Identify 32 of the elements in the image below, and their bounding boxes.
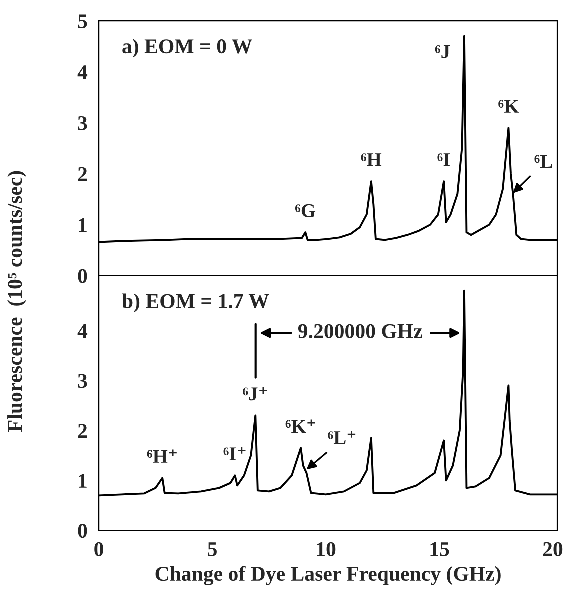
y-tick-label: 0 — [78, 524, 88, 538]
x-tick-label: 5 — [208, 542, 217, 556]
annotation: ⁶K — [498, 100, 520, 113]
y-tick-label: 2 — [78, 167, 88, 182]
annotation: ⁶G — [295, 204, 316, 218]
y-axis-title: Fluorescence (10⁵ counts/sec) — [8, 171, 26, 432]
annotation: ⁶K⁺ — [286, 420, 316, 433]
y-tick-label: 4 — [78, 66, 88, 80]
annotation: ⁶L — [534, 155, 552, 168]
y-tick-label: 3 — [78, 116, 88, 130]
x-tick-label: 10 — [317, 542, 336, 556]
annotation: a) EOM = 0 W — [122, 38, 252, 58]
x-tick-label: 0 — [94, 542, 104, 556]
annotation: ⁶I — [438, 154, 450, 166]
y-tick-label: 4 — [78, 324, 88, 338]
annotation: ⁶H — [361, 154, 382, 166]
y-tick-label: 3 — [78, 374, 88, 388]
x-tick-label: 15 — [430, 542, 450, 556]
y-tick-label: 2 — [78, 424, 88, 438]
x-axis-title: Change of Dye Laser Frequency (GHz) — [156, 566, 501, 586]
annotation: ⁶H⁺ — [147, 450, 177, 463]
annotation: ⁶J⁺ — [243, 387, 268, 401]
y-tick-label: 1 — [79, 474, 87, 488]
x-tick-label: 20 — [543, 542, 563, 556]
y-tick-label: 5 — [78, 14, 88, 29]
annotation: b) EOM = 1.7 W — [122, 294, 270, 313]
annotation: 9.200000 GHz — [298, 324, 422, 338]
annotation: ⁶L⁺ — [328, 431, 356, 444]
y-tick-label: 1 — [79, 218, 87, 232]
y-tick-label: 0 — [78, 269, 88, 284]
annotation: ⁶I⁺ — [224, 447, 246, 460]
annotation: ⁶J — [435, 45, 450, 58]
